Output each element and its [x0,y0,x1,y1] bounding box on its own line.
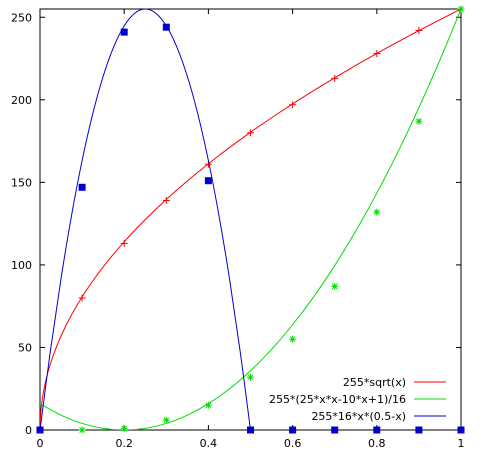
y-tick-label: 150 [11,176,32,189]
data-point [289,101,297,109]
x-tick-label: 0.4 [200,437,218,450]
y-tick-label: 100 [11,259,32,272]
series-line [40,8,251,430]
data-point [162,197,170,205]
data-point [162,416,170,424]
data-point [373,50,381,58]
marker-stroke [416,118,422,125]
data-point [415,26,423,34]
data-point [204,401,212,409]
data-point [289,335,297,343]
data-point [289,426,297,434]
data-point [204,177,212,185]
marker-square [373,426,381,434]
axis-ticks [39,9,462,431]
data-point [162,23,170,31]
legend-label: 255*sqrt(x) [343,376,406,389]
series-line [40,8,461,430]
marker-stroke [373,209,380,215]
marker-stroke [331,283,338,290]
y-tick-label: 200 [11,94,32,107]
data-point [78,183,86,191]
series-1-markers [78,5,465,302]
data-point [373,208,381,216]
series-3-markers [36,23,465,434]
marker-stroke [205,402,212,409]
series-2-markers [78,5,465,434]
data-point [78,294,86,302]
plot-frame [39,8,462,431]
series-3 [40,8,251,430]
data-point [247,129,254,137]
legend-label: 255*(25*x*x-10*x+1)/16 [269,393,406,406]
marker-square [36,426,44,434]
marker-square [247,426,254,434]
data-point [457,426,465,434]
axis-tick-labels: 0 0.2 0.4 0.6 0.8 1 0 50 100 150 200 250 [11,11,465,450]
x-tick-label: 0.6 [284,437,302,450]
series-1 [40,8,461,430]
data-point [247,426,254,434]
marker-stroke [79,427,85,433]
data-point [78,426,86,434]
legend: 255*sqrt(x) 255*(25*x*x-10*x+1)/16 255*16*… [269,376,446,423]
data-point [415,117,423,125]
data-point [415,426,423,434]
data-point [247,373,254,381]
marker-square [78,183,86,191]
x-tick-label: 0.8 [368,437,386,450]
data-point [120,239,128,247]
marker-square [415,426,423,434]
data-point [331,282,339,290]
data-point [120,424,128,432]
marker-stroke [163,417,170,423]
plot-area [36,5,465,434]
marker-square [120,28,128,36]
y-tick-label: 250 [11,11,32,24]
x-tick-label: 0 [37,437,44,450]
data-point [36,426,44,434]
marker-stroke [121,425,128,432]
series-line [40,8,461,430]
marker-square [457,426,465,434]
marker-stroke [289,336,296,343]
x-tick-label: 0.2 [115,437,133,450]
marker-square [289,426,297,434]
series-2 [40,8,461,430]
data-point [331,74,339,82]
legend-label: 255*16*x*(0.5-x) [311,410,406,423]
data-point [457,5,465,13]
marker-stroke [247,374,254,381]
data-point [373,426,381,434]
marker-stroke [458,6,464,12]
y-tick-label: 50 [18,341,32,354]
marker-square [204,177,212,185]
marker-square [331,426,339,434]
x-tick-label: 1 [458,437,465,450]
y-tick-label: 0 [25,424,32,437]
data-point [120,28,128,36]
data-point [331,426,339,434]
marker-square [162,23,170,31]
